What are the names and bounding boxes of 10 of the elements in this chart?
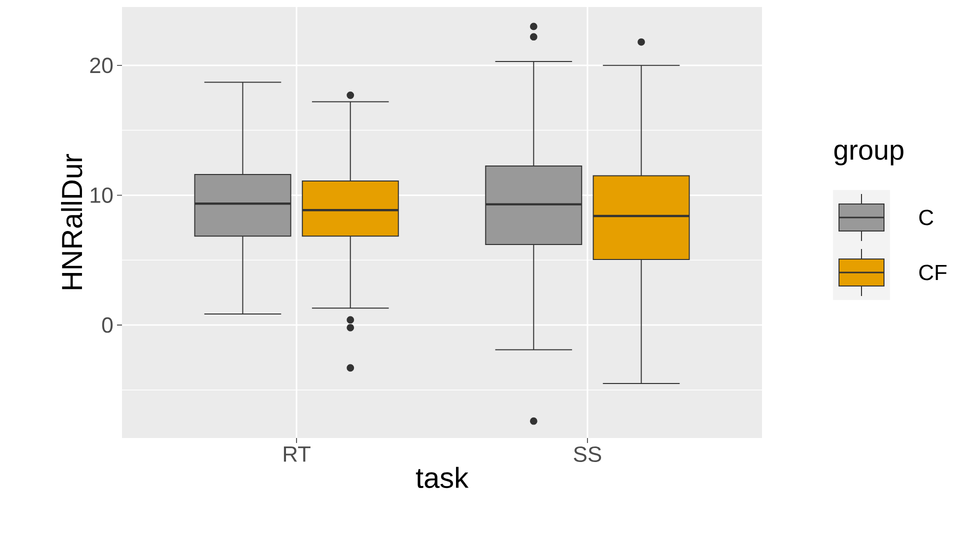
x-tick-label: SS [574,446,602,462]
y-axis-title: HNRallDur [61,154,82,290]
x-tick-label: RT [284,446,310,462]
y-tick-label: 0 [102,317,113,333]
y-tick-label: 10 [90,187,113,203]
legend-title: group [834,144,904,166]
y-tick-label: 20 [90,58,113,74]
x-axis-title: task [416,466,469,488]
legend-label: C [919,210,934,226]
legend-label: CF [919,264,947,280]
